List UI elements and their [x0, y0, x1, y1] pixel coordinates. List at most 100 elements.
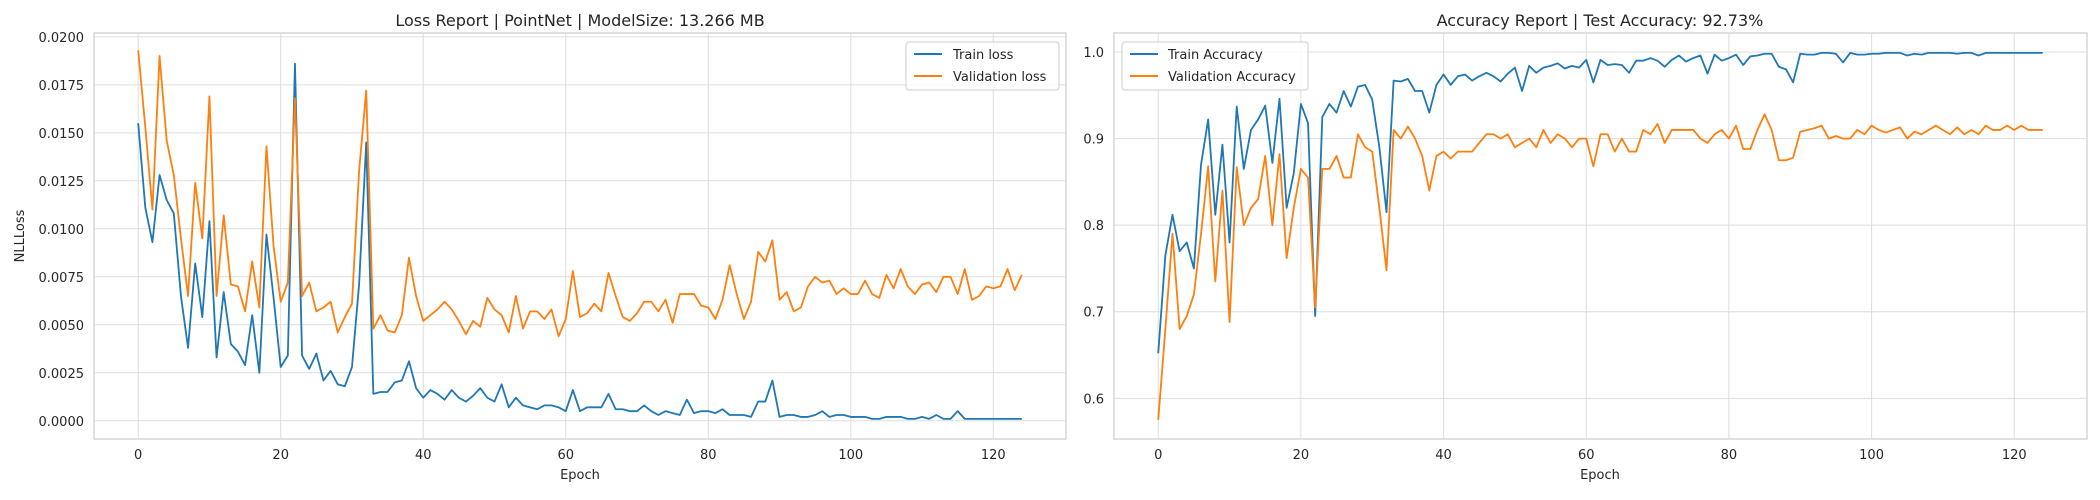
data-point-validation-loss — [886, 274, 888, 276]
data-point-train-loss — [657, 414, 659, 416]
legend-label-validation-accuracy: Validation Accuracy — [1168, 70, 1296, 85]
data-point-train-accuracy — [1364, 84, 1366, 86]
y-tick-label: 0.0125 — [39, 175, 85, 190]
data-point-train-accuracy — [1592, 81, 1594, 83]
data-point-train-loss — [736, 414, 738, 416]
data-point-validation-loss — [258, 307, 260, 309]
x-axis-label: Epoch — [1580, 468, 1620, 483]
data-point-validation-loss — [707, 307, 709, 309]
data-point-train-accuracy — [1650, 57, 1652, 59]
data-point-train-loss — [465, 401, 467, 403]
series-line-train-loss — [137, 62, 1022, 420]
x-tick-label: 60 — [557, 448, 574, 463]
data-point-train-accuracy — [1864, 54, 1866, 56]
data-point-validation-accuracy — [1179, 328, 1181, 330]
data-point-train-accuracy — [2028, 52, 2030, 54]
data-point-train-loss — [779, 416, 781, 418]
data-point-train-accuracy — [1471, 80, 1473, 82]
data-point-train-loss — [992, 418, 994, 420]
data-point-train-loss — [508, 406, 510, 408]
data-point-validation-accuracy — [1236, 166, 1238, 168]
data-point-validation-loss — [159, 55, 161, 57]
data-point-train-loss — [729, 414, 731, 416]
data-point-validation-loss — [985, 285, 987, 287]
data-point-train-loss — [1021, 418, 1023, 420]
data-point-train-loss — [814, 414, 816, 416]
data-point-validation-loss — [358, 170, 360, 172]
data-point-validation-loss — [579, 316, 581, 318]
data-point-train-accuracy — [1728, 57, 1730, 59]
data-point-validation-loss — [800, 307, 802, 309]
data-point-train-loss — [750, 416, 752, 418]
data-point-validation-accuracy — [1250, 207, 1252, 209]
data-point-train-accuracy — [2006, 52, 2008, 54]
data-point-train-loss — [943, 418, 945, 420]
plot-area — [1113, 32, 2088, 440]
data-point-validation-accuracy — [1678, 129, 1680, 131]
data-point-train-loss — [971, 418, 973, 420]
data-point-train-accuracy — [2020, 52, 2022, 54]
data-point-train-loss — [522, 405, 524, 407]
data-point-validation-loss — [814, 276, 816, 278]
data-point-train-loss — [330, 370, 332, 372]
data-point-validation-loss — [372, 328, 374, 330]
data-point-validation-loss — [551, 309, 553, 311]
series-lines — [1157, 52, 2043, 421]
data-point-validation-accuracy — [1892, 129, 1894, 131]
data-point-validation-accuracy — [1350, 177, 1352, 179]
data-point-validation-loss — [1007, 268, 1009, 270]
data-point-validation-accuracy — [1172, 233, 1174, 235]
data-point-train-loss — [707, 410, 709, 412]
data-point-train-loss — [258, 372, 260, 374]
data-point-train-accuracy — [1699, 55, 1701, 57]
data-point-train-loss — [921, 416, 923, 418]
data-point-train-loss — [715, 412, 717, 414]
data-point-train-loss — [636, 410, 638, 412]
data-point-validation-accuracy — [1264, 155, 1266, 157]
data-point-validation-loss — [964, 268, 966, 270]
data-point-train-loss — [850, 416, 852, 418]
legend-box — [1121, 41, 1309, 91]
data-point-train-accuracy — [1657, 60, 1659, 62]
data-point-validation-accuracy — [2013, 129, 2015, 131]
legend: Train Accuracy Validation Accuracy — [1121, 41, 1309, 91]
data-point-train-accuracy — [1871, 53, 1873, 55]
data-point-validation-accuracy — [1550, 142, 1552, 144]
data-point-train-loss — [415, 387, 417, 389]
data-point-train-accuracy — [1878, 53, 1880, 55]
x-tick-label: 120 — [2002, 448, 2027, 463]
data-point-validation-loss — [636, 312, 638, 314]
data-point-validation-loss — [344, 316, 346, 318]
data-point-validation-accuracy — [1806, 129, 1808, 131]
data-point-train-accuracy — [1949, 52, 1951, 54]
data-point-train-loss — [344, 385, 346, 387]
data-point-train-accuracy — [1535, 72, 1537, 74]
data-point-train-accuracy — [1271, 162, 1273, 164]
data-point-train-loss — [622, 408, 624, 410]
data-point-train-accuracy — [1343, 90, 1345, 92]
data-point-train-accuracy — [1485, 72, 1487, 74]
y-tick-label: 0.9 — [1083, 133, 1104, 148]
data-point-validation-accuracy — [1942, 129, 1944, 131]
accuracy-chart: 0 20 40 60 80 100 120 0.6 0.7 0.8 0.9 1.0 Accuracy … — [1083, 11, 2088, 483]
data-point-train-loss — [871, 418, 873, 420]
data-point-train-loss — [700, 410, 702, 412]
data-point-validation-accuracy — [1378, 207, 1380, 209]
data-point-train-loss — [1014, 418, 1016, 420]
data-point-train-loss — [593, 406, 595, 408]
data-point-train-loss — [351, 366, 353, 368]
data-point-validation-accuracy — [1307, 177, 1309, 179]
data-point-validation-accuracy — [1628, 151, 1630, 153]
data-point-validation-accuracy — [1464, 151, 1466, 153]
data-point-validation-loss — [935, 291, 937, 293]
data-point-train-accuracy — [1835, 53, 1837, 55]
data-point-validation-accuracy — [1478, 142, 1480, 144]
data-point-train-loss — [679, 414, 681, 416]
data-point-validation-loss — [422, 320, 424, 322]
data-point-validation-accuracy — [1999, 129, 2001, 131]
data-point-validation-loss — [237, 285, 239, 287]
y-tick-label: 0.0000 — [39, 415, 85, 430]
data-point-train-accuracy — [1757, 55, 1759, 57]
data-point-validation-loss — [679, 293, 681, 295]
data-point-validation-loss — [351, 303, 353, 305]
